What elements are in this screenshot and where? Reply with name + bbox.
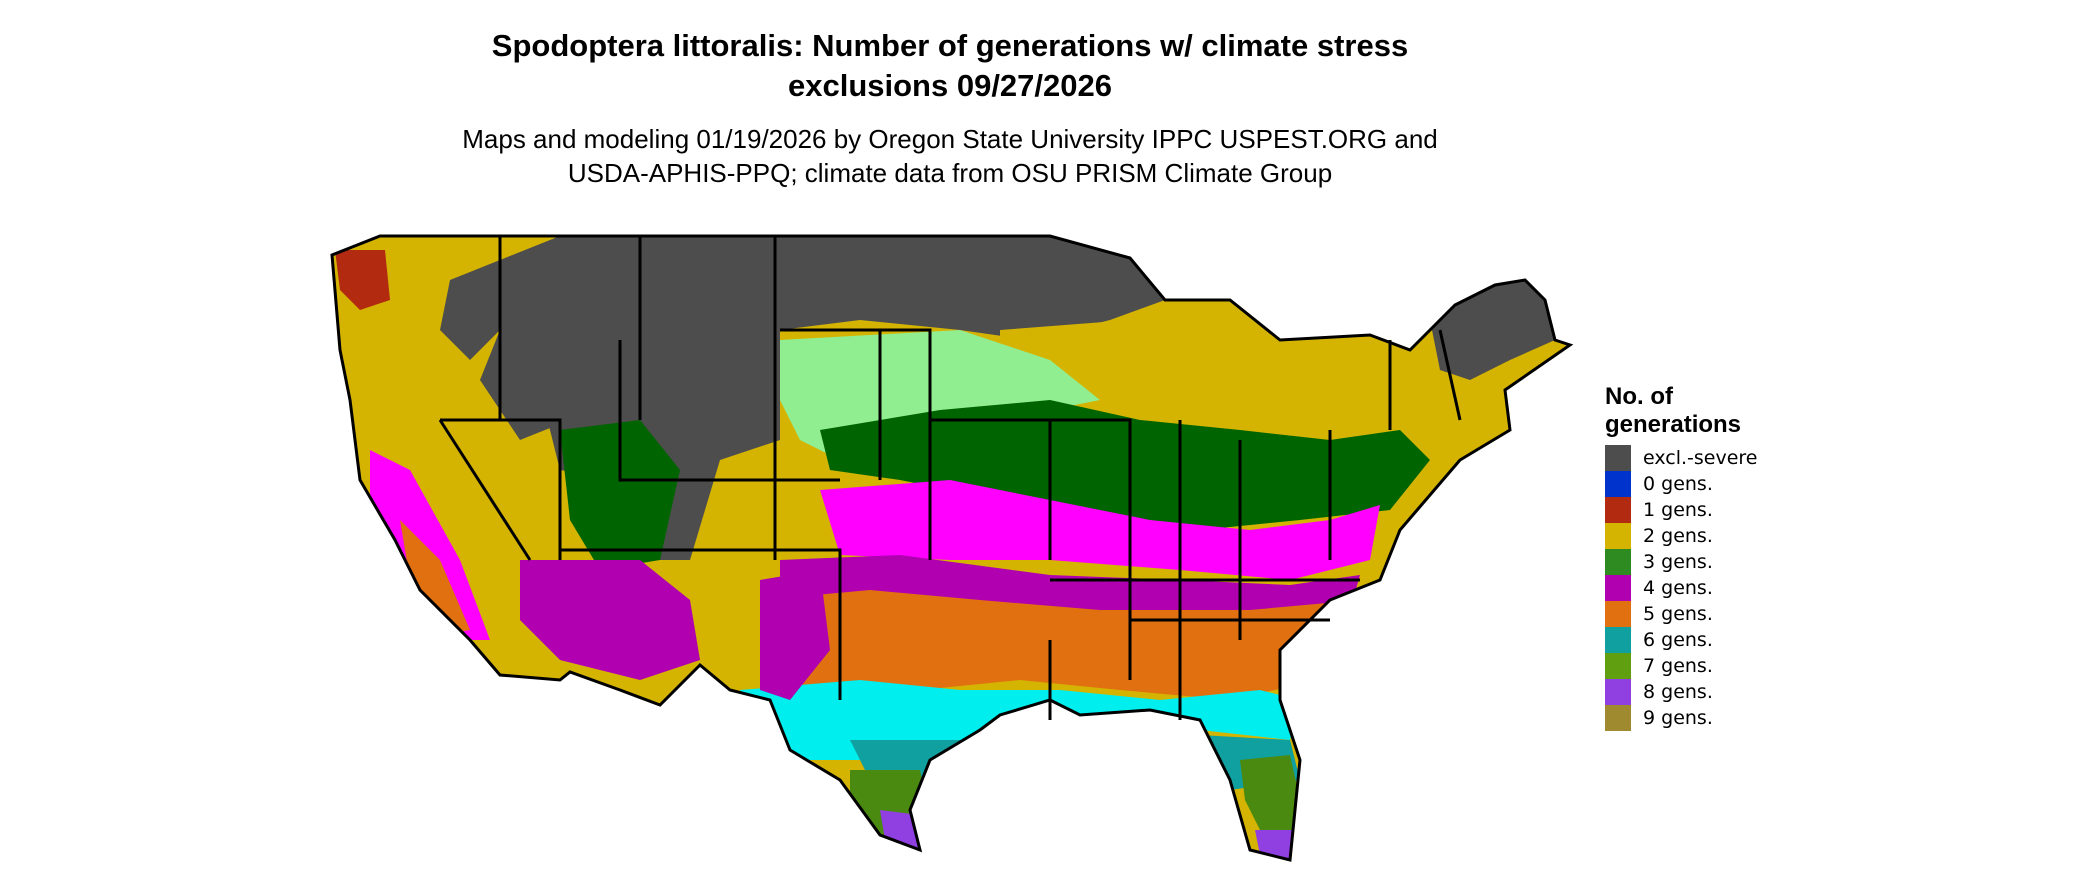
region-southwest-purple bbox=[520, 560, 700, 680]
region-pnw-red bbox=[335, 250, 390, 310]
legend-label: 7 gens. bbox=[1643, 655, 1713, 677]
legend-swatch bbox=[1605, 497, 1631, 523]
legend-title-line-1: No. of bbox=[1605, 383, 1673, 410]
state-borders bbox=[330, 234, 1574, 862]
legend-item: 4 gens. bbox=[1605, 575, 1815, 601]
legend-label: 2 gens. bbox=[1643, 525, 1713, 547]
legend: No. of generations excl.-severe 0 gens. 1 … bbox=[1605, 383, 1815, 731]
legend-title-line-2: generations bbox=[1605, 411, 1742, 438]
legend-label: 3 gens. bbox=[1643, 551, 1713, 573]
legend-item: 9 gens. bbox=[1605, 705, 1815, 731]
map-subtitle: Maps and modeling 01/19/2026 by Oregon S… bbox=[300, 122, 1600, 190]
subtitle-line-2: USDA-APHIS-PPQ; climate data from OSU PR… bbox=[567, 158, 1333, 188]
legend-swatch bbox=[1605, 679, 1631, 705]
subtitle-line-1: Maps and modeling 01/19/2026 by Oregon S… bbox=[462, 124, 1438, 154]
region-olive-florida bbox=[1240, 755, 1300, 840]
legend-swatch bbox=[1605, 601, 1631, 627]
legend-label: 9 gens. bbox=[1643, 707, 1713, 729]
legend-label: 6 gens. bbox=[1643, 629, 1713, 651]
title-line-1: Spodoptera littoralis: Number of generat… bbox=[491, 28, 1409, 63]
legend-label: 0 gens. bbox=[1643, 473, 1713, 495]
region-california-magenta bbox=[370, 450, 490, 640]
legend-label: 8 gens. bbox=[1643, 681, 1713, 703]
region-dark-green-west bbox=[560, 420, 680, 570]
legend-item: 7 gens. bbox=[1605, 653, 1815, 679]
legend-label: 1 gens. bbox=[1643, 499, 1713, 521]
title-line-2: exclusions 09/27/2026 bbox=[787, 68, 1112, 103]
legend-swatch bbox=[1605, 575, 1631, 601]
region-california-orange bbox=[400, 520, 470, 635]
legend-item: 3 gens. bbox=[1605, 549, 1815, 575]
legend-item: 6 gens. bbox=[1605, 627, 1815, 653]
legend-item: 8 gens. bbox=[1605, 679, 1815, 705]
legend-item: 2 gens. bbox=[1605, 523, 1815, 549]
legend-item: excl.-severe bbox=[1605, 445, 1815, 471]
legend-swatch bbox=[1605, 471, 1631, 497]
map-regions bbox=[332, 236, 1570, 860]
region-excl-northeast bbox=[1430, 280, 1555, 380]
region-lavender-texas bbox=[880, 810, 920, 855]
map-title: Spodoptera littoralis: Number of generat… bbox=[300, 26, 1600, 106]
legend-swatch bbox=[1605, 627, 1631, 653]
legend-swatch bbox=[1605, 549, 1631, 575]
region-west-texas-purple bbox=[760, 570, 830, 700]
region-excl-greatbasin bbox=[480, 330, 570, 440]
region-dark-green bbox=[820, 400, 1430, 530]
legend-swatch bbox=[1605, 705, 1631, 731]
legend-items: excl.-severe 0 gens. 1 gens. 2 gens. 3 gens.… bbox=[1605, 445, 1815, 731]
legend-item: 0 gens. bbox=[1605, 471, 1815, 497]
legend-title: No. of generations bbox=[1605, 383, 1815, 439]
legend-swatch bbox=[1605, 653, 1631, 679]
region-orange bbox=[760, 590, 1380, 700]
legend-item: 5 gens. bbox=[1605, 601, 1815, 627]
legend-label: 4 gens. bbox=[1643, 577, 1713, 599]
legend-item: 1 gens. bbox=[1605, 497, 1815, 523]
legend-label: 5 gens. bbox=[1643, 603, 1713, 625]
legend-swatch bbox=[1605, 445, 1631, 471]
legend-label: excl.-severe bbox=[1643, 447, 1758, 469]
legend-swatch bbox=[1605, 523, 1631, 549]
